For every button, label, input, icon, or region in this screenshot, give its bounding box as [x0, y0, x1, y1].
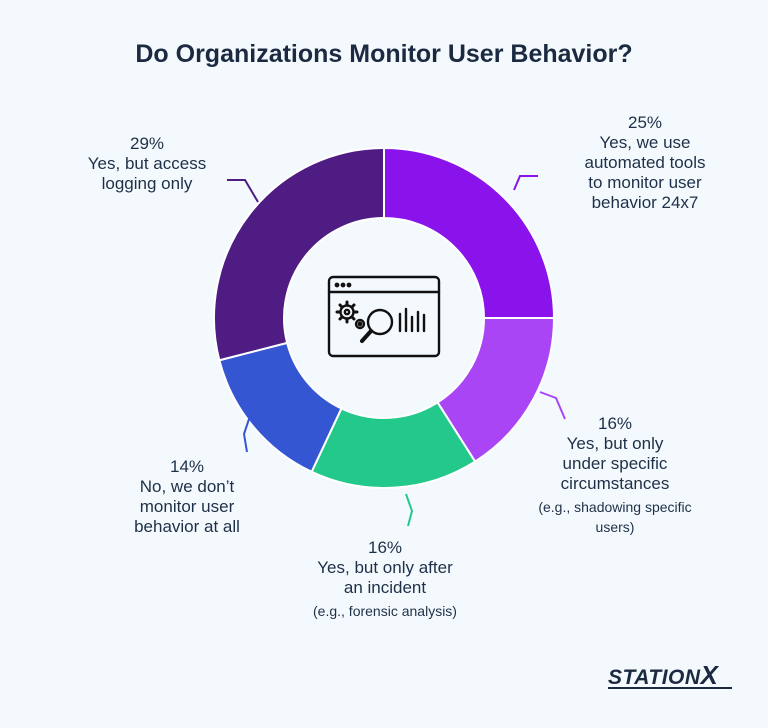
slice-percent: 16% — [597, 414, 633, 433]
slice-percent: 14% — [169, 457, 205, 476]
leader-line-specific — [539, 391, 566, 420]
slice-label-none: 14% No, we don’t monitor user behavior a… — [92, 457, 282, 537]
slice-label-specific: 16% Yes, but only under specific circums… — [500, 414, 730, 537]
leader-line-logging — [227, 179, 259, 203]
leader-line-automated — [513, 175, 538, 191]
slice-percent: 16% — [367, 538, 403, 557]
logo-underline — [608, 687, 732, 689]
logo-text: STATION — [608, 666, 701, 689]
stationx-logo: STATIONX — [608, 660, 718, 691]
slice-percent: 29% — [129, 134, 165, 153]
logo-x-mark: X — [700, 660, 719, 690]
slice-description: Yes, we use automated tools to monitor u… — [584, 133, 706, 212]
slice-note: (e.g., shadowing specific users) — [538, 499, 692, 535]
slice-automated — [383, 146, 556, 319]
slice-logging — [213, 146, 385, 362]
slice-percent: 25% — [627, 113, 663, 132]
chart-title: Do Organizations Monitor User Behavior? — [135, 40, 633, 68]
slice-description: Yes, but access logging only — [87, 154, 207, 193]
leader-line-incident — [405, 493, 414, 527]
leader-line-none — [242, 409, 253, 453]
slice-label-automated: 25% Yes, we use automated tools to monit… — [540, 113, 750, 213]
slice-note: (e.g., forensic analysis) — [313, 603, 457, 619]
monitoring-dashboard-icon — [327, 275, 441, 358]
slice-label-logging: 29% Yes, but access logging only — [52, 134, 242, 194]
slice-label-incident: 16% Yes, but only after an incident (e.g… — [275, 538, 495, 621]
slice-description: No, we don’t monitor user behavior at al… — [134, 477, 240, 536]
slice-description: Yes, but only under specific circumstanc… — [560, 434, 670, 493]
slice-description: Yes, but only after an incident — [317, 558, 453, 597]
